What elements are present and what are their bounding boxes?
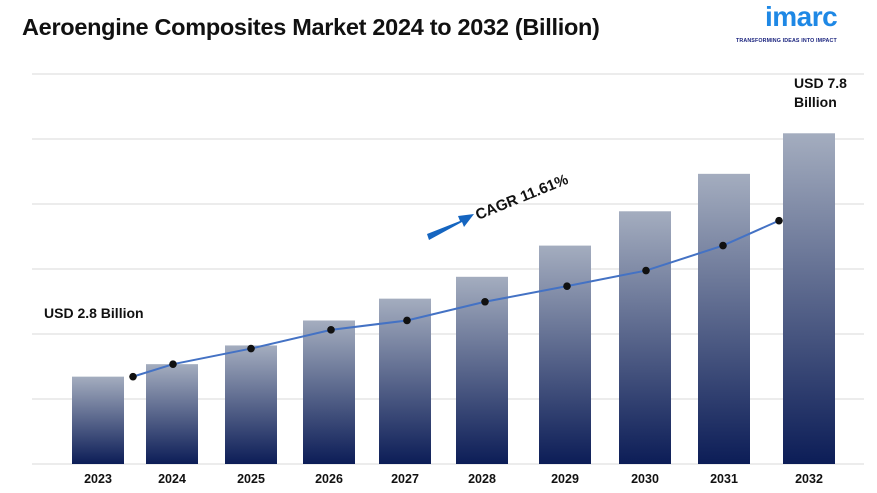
x-tick-label: 2025 — [237, 472, 265, 486]
bar-2031 — [698, 173, 750, 464]
bar-2028 — [456, 276, 508, 464]
bar-2023 — [72, 376, 124, 464]
trend-point-2032 — [775, 216, 783, 225]
bar-2024 — [146, 364, 198, 464]
trend-point-2031 — [719, 241, 727, 250]
bar-2032 — [783, 133, 835, 464]
trend-point-2024 — [169, 360, 177, 368]
bars — [72, 133, 835, 464]
logo-tagline: TRANSFORMING IDEAS INTO IMPACT — [736, 38, 837, 44]
trend-point-2025 — [247, 344, 255, 353]
cagr-arrow-icon — [427, 214, 474, 240]
bar-2029 — [539, 245, 591, 464]
trend-polyline — [132, 219, 780, 378]
bar-2026 — [303, 320, 355, 464]
chart-title: Aeroengine Composites Market 2024 to 203… — [22, 14, 600, 40]
trend-point-2029 — [563, 282, 571, 290]
x-tick-label: 2028 — [468, 472, 496, 486]
logo-wordmark: imarc — [765, 1, 838, 32]
bar-2027 — [379, 298, 431, 464]
end-value-label-line1: USD 7.8 — [794, 75, 847, 91]
trend-point-2023 — [129, 372, 137, 381]
imarc-logo: imarc TRANSFORMING IDEAS INTO IMPACT — [735, 1, 865, 48]
trend-point-2030 — [642, 266, 650, 275]
cagr-label: CAGR 11.61% — [473, 171, 571, 224]
x-axis-ticks: 2023 2024 2025 2026 2027 2028 2029 2030 2031 2032 — [84, 472, 823, 486]
trend-point-2028 — [481, 297, 489, 306]
x-tick-label: 2032 — [795, 472, 823, 486]
x-tick-label: 2029 — [551, 472, 579, 486]
x-tick-label: 2026 — [315, 472, 343, 486]
x-tick-label: 2027 — [391, 472, 419, 486]
x-tick-label: 2023 — [84, 472, 112, 486]
x-tick-label: 2030 — [631, 472, 659, 486]
trend-line — [129, 216, 783, 381]
start-value-label: USD 2.8 Billion — [44, 305, 144, 321]
trend-point-2026 — [327, 326, 335, 334]
end-value-label-line2: Billion — [794, 94, 837, 110]
bar-2025 — [225, 345, 277, 464]
x-tick-label: 2024 — [158, 472, 186, 486]
x-tick-label: 2031 — [710, 472, 738, 486]
bar-2030 — [619, 211, 671, 464]
trend-point-2027 — [403, 316, 411, 325]
